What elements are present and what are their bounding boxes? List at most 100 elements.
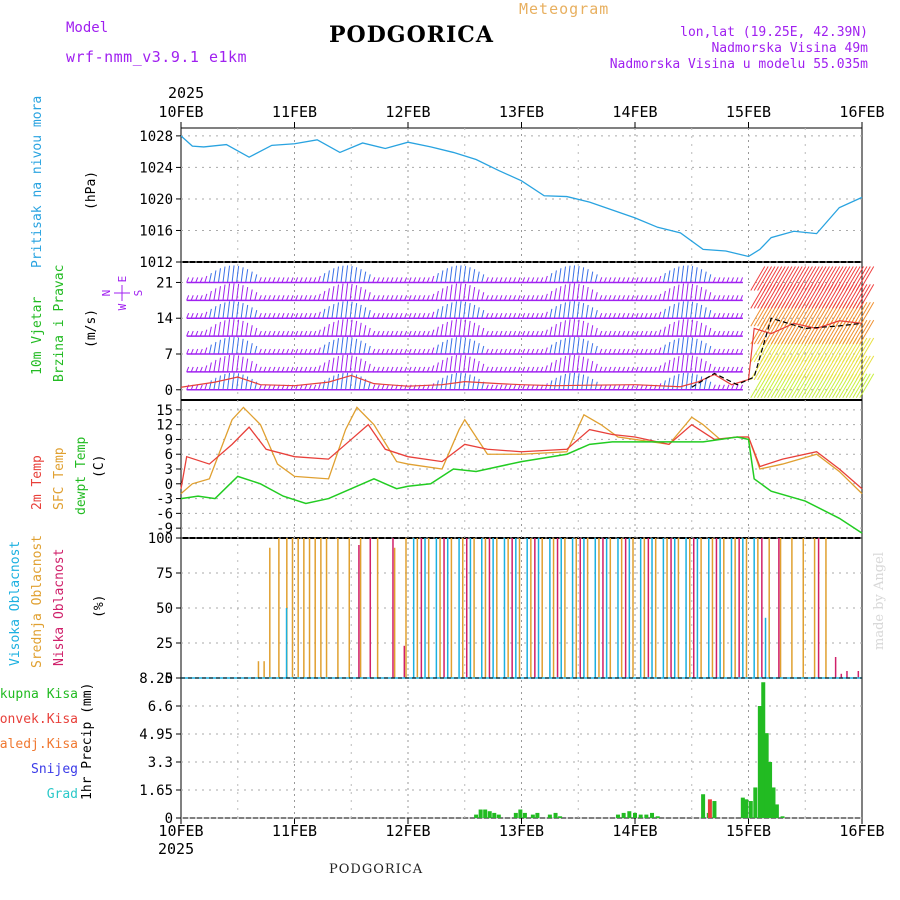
wind-barb	[612, 295, 616, 301]
wind-barb	[399, 277, 403, 283]
precip-bar-total	[530, 814, 535, 818]
wind-barb	[395, 277, 398, 283]
wind-barb	[213, 324, 217, 337]
wind-barb	[376, 330, 380, 337]
compass-label-w: W	[116, 303, 129, 310]
wind-barb	[385, 277, 389, 283]
precip-bar-total	[558, 816, 563, 818]
wind-barb	[254, 292, 258, 301]
wind-barb	[640, 313, 644, 319]
wind-barb	[617, 313, 621, 319]
wind-barb	[740, 366, 744, 373]
wind-barb	[440, 377, 444, 390]
wind-barb	[349, 337, 353, 355]
wind-barb	[481, 310, 485, 319]
wind-barb	[467, 302, 471, 319]
compass-label-n: N	[100, 290, 113, 297]
wind-barb	[649, 348, 653, 355]
wind-barb	[581, 302, 585, 319]
wind-barb	[340, 319, 344, 337]
wind-barb	[295, 348, 299, 355]
wind-barb	[676, 302, 680, 319]
wind-barb	[735, 313, 739, 319]
wind-barb	[667, 341, 671, 355]
wind-barb	[286, 330, 290, 337]
wind-barb	[504, 313, 507, 319]
wind-barb	[195, 366, 199, 373]
wind-barb	[281, 277, 285, 283]
wind-barb	[435, 344, 439, 355]
wind-barb-storm	[798, 266, 813, 291]
wind-barb	[331, 321, 335, 337]
wind-barb	[513, 384, 517, 390]
wind-barb	[631, 313, 635, 319]
x-tick-label-bottom: 12FEB	[385, 822, 430, 840]
wind-barb	[685, 372, 689, 390]
wind-barb	[449, 373, 453, 390]
wind-barb	[581, 285, 585, 301]
wind-barb	[599, 312, 603, 319]
wind-barb	[326, 341, 330, 355]
wind-barb	[295, 330, 299, 337]
wind-barb	[612, 366, 616, 373]
wind-barb	[322, 308, 326, 319]
wind-barb	[227, 301, 231, 319]
wind-barb	[622, 330, 625, 337]
wind-barb	[626, 330, 630, 337]
wind-barb-storm	[855, 355, 871, 381]
wind-barb	[499, 277, 503, 283]
wind-barb	[721, 366, 725, 373]
wind-barb	[504, 277, 507, 283]
wind-barb	[572, 301, 576, 319]
wind-barb	[476, 325, 480, 337]
wind-barb	[204, 383, 208, 390]
wind-barb	[622, 366, 625, 373]
wind-barb	[708, 327, 712, 337]
wind-barb	[376, 348, 380, 355]
wind-barb	[431, 383, 435, 390]
wind-compass: NW ES	[100, 276, 145, 311]
wind-barb	[299, 330, 303, 337]
y-tick-label: -9	[156, 521, 173, 537]
wind-barb	[522, 366, 526, 373]
wind-barb-storm	[859, 319, 875, 345]
wind-barb	[731, 330, 734, 337]
wind-barb	[431, 365, 435, 373]
wind-barb	[422, 295, 426, 301]
wind-barb	[662, 380, 666, 390]
wind-barb	[399, 366, 403, 373]
wind-barb	[504, 348, 507, 355]
wind-barb	[335, 373, 339, 390]
wind-barb	[440, 270, 444, 283]
wind-barb	[740, 295, 744, 301]
wind-barb	[431, 347, 435, 355]
wind-barb	[249, 307, 253, 319]
wind-barb	[422, 277, 426, 283]
wind-barb	[553, 377, 557, 390]
wind-barb	[222, 373, 226, 390]
x-tick-label-bottom: 15FEB	[726, 822, 771, 840]
wind-barb	[454, 301, 458, 319]
y-tick-label: 8.25	[139, 671, 173, 687]
wind-barb	[653, 277, 657, 283]
wind-barb	[399, 330, 403, 337]
wind-barb-storm	[852, 319, 868, 345]
wind-barb	[454, 355, 458, 372]
wind-barb	[585, 304, 589, 319]
wind-barb	[522, 313, 526, 319]
wind-barb	[249, 343, 253, 355]
wind-barb	[358, 286, 362, 301]
wind-barb	[199, 295, 203, 301]
wind-barb	[540, 366, 544, 373]
wind-barb	[476, 343, 480, 355]
wind-barb	[699, 340, 703, 355]
wind-barb	[617, 384, 621, 390]
wind-barb	[576, 301, 580, 319]
wind-barb	[485, 330, 489, 337]
wind-barb	[449, 302, 453, 319]
wind-barb	[190, 313, 194, 319]
wind-barb	[317, 275, 321, 283]
wind-barb	[585, 322, 589, 337]
y-tick-label: 0	[165, 811, 173, 827]
wind-barb	[735, 295, 739, 301]
